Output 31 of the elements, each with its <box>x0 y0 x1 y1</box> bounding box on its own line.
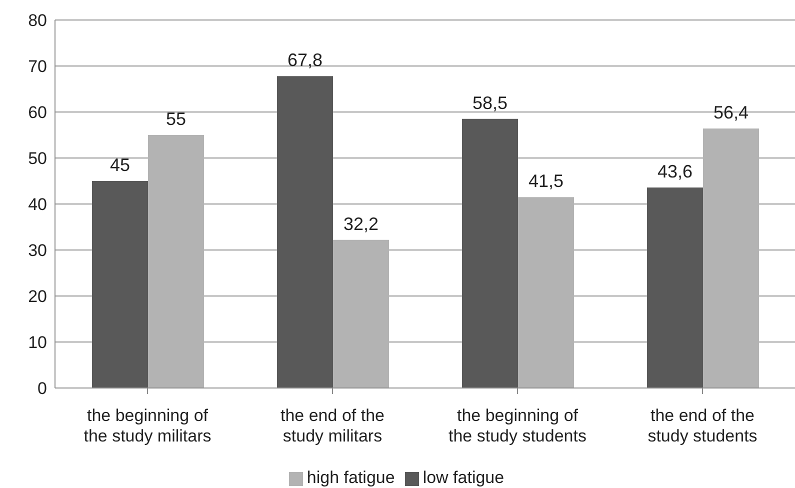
y-tick-label: 40 <box>28 195 47 214</box>
x-tick-label: the beginning of the study students <box>448 406 586 446</box>
data-label: 56,4 <box>713 102 749 123</box>
y-tick-label: 10 <box>28 333 47 352</box>
data-label: 45 <box>110 155 130 175</box>
y-tick-label: 20 <box>28 287 47 306</box>
x-tick-label: the beginning of the study militars <box>84 406 212 446</box>
bar <box>462 118 518 388</box>
legend-label: high fatigue <box>306 468 395 487</box>
data-label: 58,5 <box>472 92 508 113</box>
bar <box>647 187 703 388</box>
bar <box>333 240 389 388</box>
data-label: 67,8 <box>287 50 323 70</box>
y-tick-label: 60 <box>28 103 47 122</box>
y-tick-label: 80 <box>28 11 47 30</box>
data-label: 32,2 <box>343 214 379 234</box>
y-tick-label: 70 <box>28 57 47 76</box>
y-tick-label: 30 <box>28 241 47 260</box>
bar <box>518 197 574 388</box>
data-label: 55 <box>166 109 186 129</box>
x-tick-label: the end of the study militars <box>280 406 384 446</box>
bar <box>277 76 333 388</box>
legend-label: low fatigue <box>422 468 504 487</box>
bar <box>92 181 148 388</box>
y-tick-label: 50 <box>28 149 47 168</box>
bar <box>148 135 204 388</box>
y-tick-label: 0 <box>38 379 47 398</box>
data-label: 43,6 <box>657 161 693 182</box>
bar <box>703 128 759 388</box>
data-label: 41,5 <box>528 171 564 192</box>
x-tick-label: the end of the study students <box>648 406 758 446</box>
